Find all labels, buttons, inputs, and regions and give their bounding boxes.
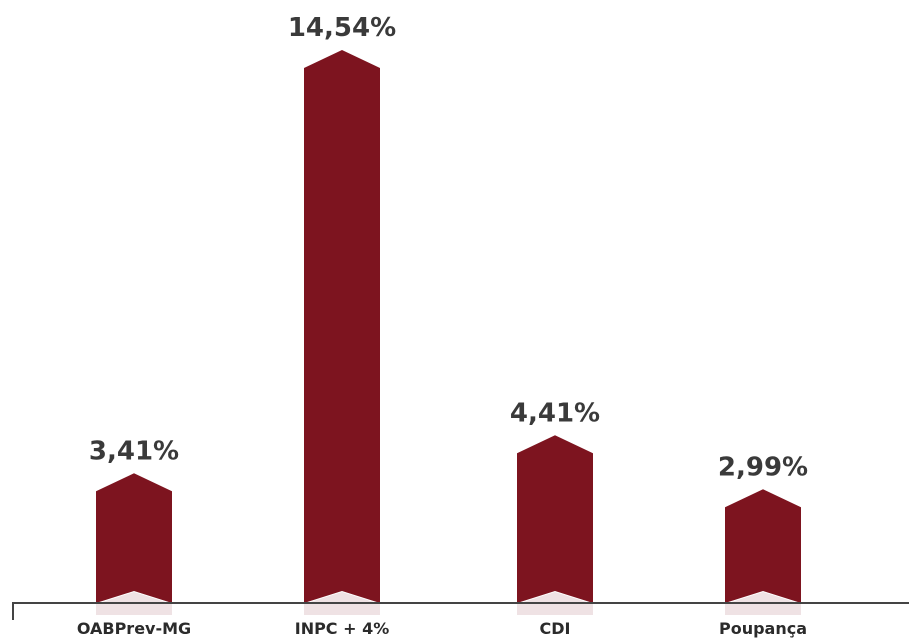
value-label-3: 2,99%: [718, 452, 808, 482]
bar-1: [304, 50, 380, 603]
category-label-3: Poupança: [719, 619, 807, 638]
bar-0: [96, 473, 172, 603]
category-label-2: CDI: [540, 619, 571, 638]
category-label-0: OABPrev-MG: [77, 619, 191, 638]
bars-group: [96, 50, 801, 615]
bar-3: [725, 489, 801, 603]
category-label-1: INPC + 4%: [295, 619, 390, 638]
value-labels-group: 3,41% 14,54% 4,41% 2,99%: [89, 13, 808, 482]
bar-2: [517, 435, 593, 603]
value-label-1: 14,54%: [288, 13, 396, 43]
value-label-2: 4,41%: [510, 398, 600, 428]
value-label-0: 3,41%: [89, 436, 179, 466]
category-labels-group: OABPrev-MG INPC + 4% CDI Poupança: [77, 619, 807, 638]
